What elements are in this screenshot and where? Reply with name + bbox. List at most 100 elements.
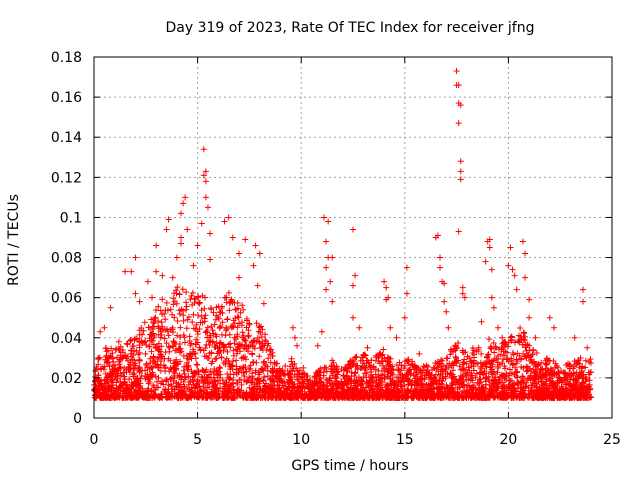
scatter-point bbox=[444, 391, 451, 398]
scatter-point bbox=[235, 341, 242, 348]
scatter-point-outlier bbox=[546, 314, 553, 321]
scatter-point bbox=[387, 365, 394, 372]
scatter-point-outlier bbox=[327, 278, 334, 285]
scatter-point bbox=[199, 292, 206, 299]
scatter-point bbox=[382, 357, 389, 364]
scatter-point-outlier bbox=[204, 204, 211, 211]
scatter-point bbox=[184, 316, 191, 323]
scatter-point bbox=[512, 364, 519, 371]
scatter-point bbox=[423, 372, 430, 379]
scatter-point bbox=[572, 379, 579, 386]
scatter-point bbox=[462, 349, 469, 356]
scatter-point bbox=[231, 334, 238, 341]
scatter-point bbox=[120, 373, 127, 380]
scatter-point bbox=[304, 372, 311, 379]
scatter-point bbox=[104, 359, 111, 366]
scatter-point-outlier bbox=[350, 226, 356, 233]
scatter-point bbox=[156, 348, 163, 355]
x-axis-label: GPS time / hours bbox=[291, 458, 408, 474]
scatter-point bbox=[582, 364, 589, 371]
scatter-point bbox=[420, 363, 427, 370]
scatter-point bbox=[508, 355, 515, 362]
scatter-point bbox=[241, 373, 248, 380]
scatter-point bbox=[410, 372, 417, 379]
scatter-point bbox=[215, 315, 222, 322]
scatter-point-outlier bbox=[511, 272, 518, 279]
scatter-point bbox=[523, 347, 530, 354]
scatter-point bbox=[548, 382, 555, 389]
scatter-point bbox=[194, 362, 201, 369]
scatter-point bbox=[167, 306, 174, 313]
scatter-point bbox=[131, 393, 138, 400]
scatter-point bbox=[105, 355, 112, 362]
scatter-point bbox=[276, 372, 283, 379]
scatter-point bbox=[551, 394, 558, 401]
scatter-point bbox=[227, 340, 234, 347]
scatter-point bbox=[174, 382, 181, 389]
scatter-point bbox=[514, 380, 521, 387]
scatter-point bbox=[155, 340, 162, 347]
scatter-point bbox=[482, 374, 489, 381]
scatter-point bbox=[522, 383, 529, 390]
scatter-point-outlier bbox=[352, 272, 359, 279]
scatter-point bbox=[465, 376, 472, 383]
scatter-point bbox=[352, 354, 359, 361]
scatter-point bbox=[215, 368, 222, 375]
scatter-point bbox=[216, 364, 223, 371]
scatter-point bbox=[335, 368, 342, 375]
scatter-point bbox=[579, 383, 586, 390]
scatter-point bbox=[293, 365, 300, 372]
scatter-point bbox=[548, 377, 555, 384]
scatter-point bbox=[130, 362, 137, 369]
scatter-point bbox=[159, 311, 166, 318]
scatter-point-outlier bbox=[482, 258, 489, 265]
scatter-point bbox=[235, 369, 242, 376]
scatter-point bbox=[192, 326, 199, 333]
scatter-point bbox=[256, 371, 263, 378]
scatter-point bbox=[161, 388, 168, 395]
scatter-point bbox=[276, 384, 283, 391]
scatter-point bbox=[513, 394, 520, 401]
scatter-point bbox=[189, 377, 196, 384]
scatter-point bbox=[112, 387, 119, 394]
scatter-point bbox=[291, 360, 298, 367]
scatter-point bbox=[215, 303, 222, 310]
scatter-point-outlier bbox=[254, 282, 261, 289]
scatter-point bbox=[211, 366, 218, 373]
scatter-point-outlier bbox=[488, 266, 495, 273]
scatter-point bbox=[204, 329, 211, 336]
scatter-point bbox=[196, 300, 203, 307]
scatter-point bbox=[143, 373, 150, 380]
scatter-point bbox=[344, 388, 351, 395]
scatter-point bbox=[331, 394, 338, 401]
scatter-point bbox=[323, 364, 330, 371]
scatter-point bbox=[480, 371, 487, 378]
scatter-point bbox=[215, 345, 222, 352]
scatter-point bbox=[249, 350, 256, 357]
scatter-point bbox=[283, 390, 290, 397]
scatter-point bbox=[112, 362, 119, 369]
scatter-point bbox=[477, 369, 484, 376]
scatter-point bbox=[447, 370, 454, 377]
scatter-point bbox=[533, 349, 540, 356]
scatter-point bbox=[271, 359, 278, 366]
scatter-point bbox=[582, 357, 589, 364]
scatter-point bbox=[115, 367, 122, 374]
scatter-point-outlier bbox=[441, 280, 448, 287]
scatter-point bbox=[212, 331, 219, 338]
scatter-point bbox=[165, 355, 172, 362]
scatter-point bbox=[142, 350, 149, 357]
scatter-point-outlier bbox=[486, 236, 493, 243]
scatter-point-outlier bbox=[153, 242, 160, 249]
scatter-point bbox=[571, 358, 578, 365]
scatter-point bbox=[155, 318, 162, 325]
scatter-point bbox=[187, 342, 194, 349]
scatter-point bbox=[187, 296, 194, 303]
scatter-point bbox=[528, 352, 535, 359]
scatter-point bbox=[136, 357, 143, 364]
scatter-point bbox=[154, 378, 161, 385]
scatter-point bbox=[417, 367, 424, 374]
scatter-point bbox=[310, 393, 317, 400]
scatter-point bbox=[136, 339, 143, 346]
scatter-point bbox=[376, 393, 383, 400]
